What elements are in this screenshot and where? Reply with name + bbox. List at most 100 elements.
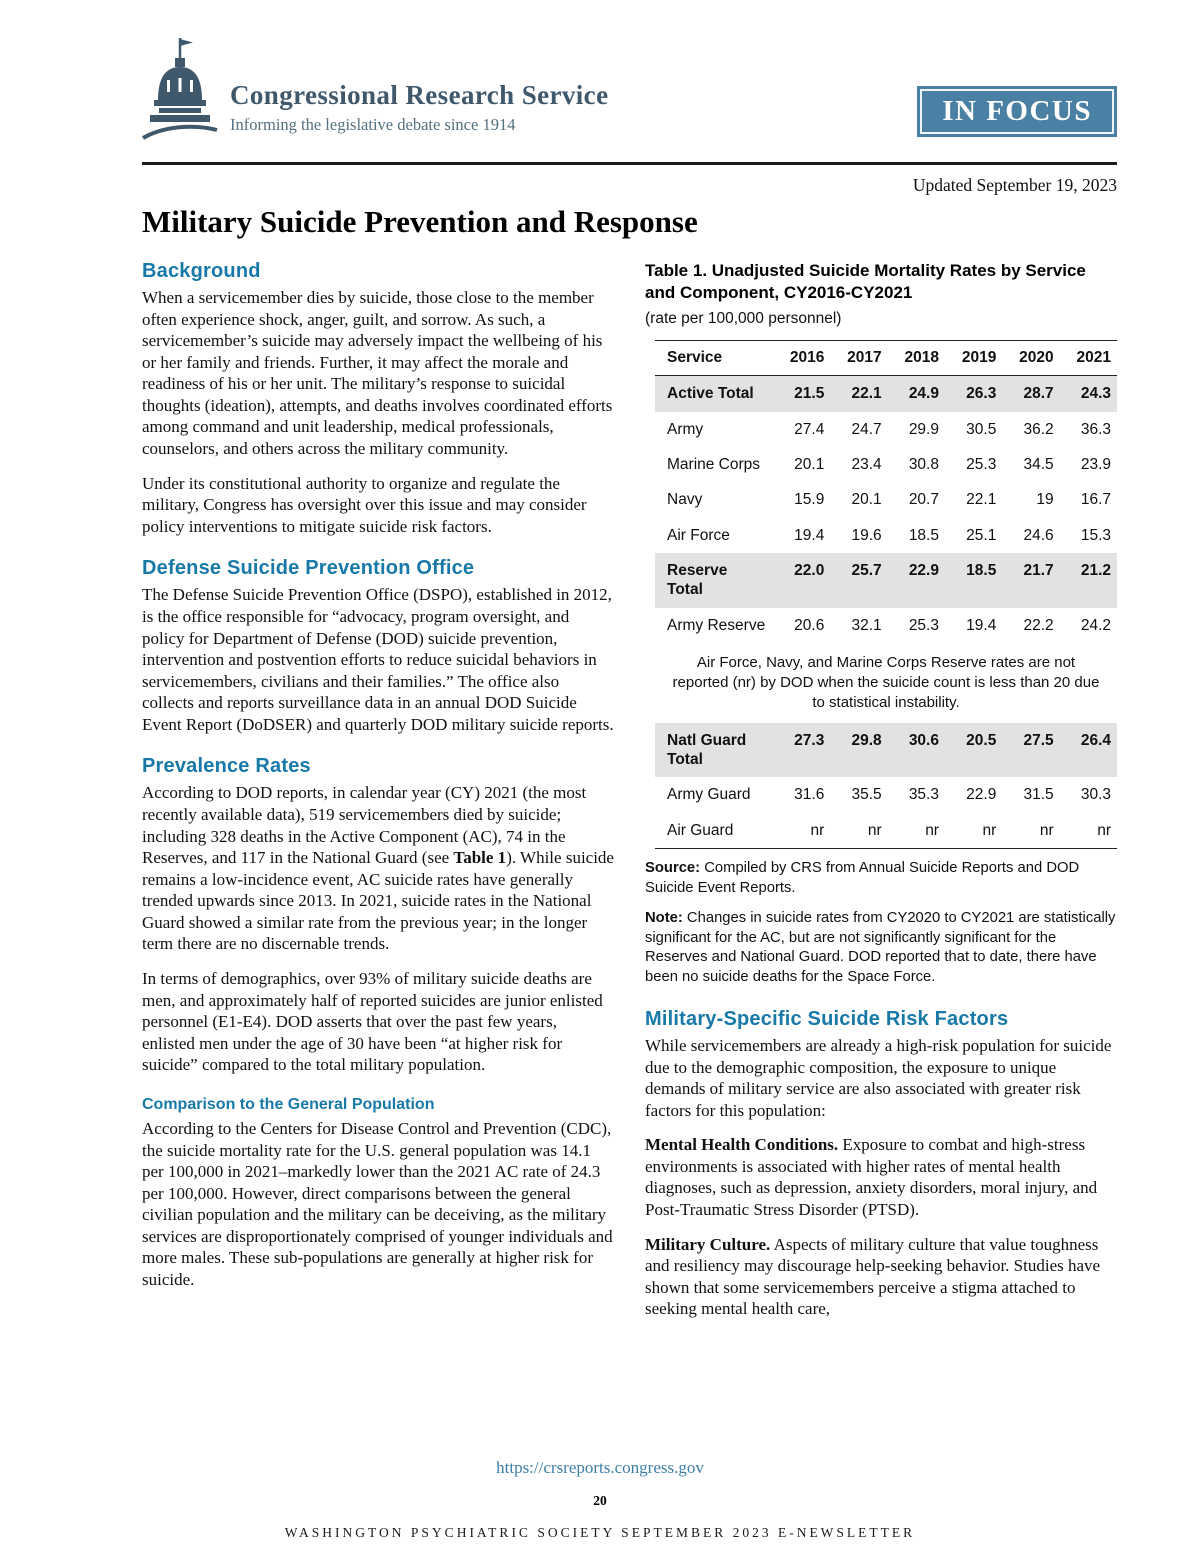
table-cell: 22.1 [851, 385, 882, 403]
table-header-cell: 2021 [1059, 340, 1117, 377]
table-inline-note: Air Force, Navy, and Marine Corps Reserv… [672, 654, 1100, 711]
table-cell: nr [830, 812, 888, 850]
table-cell: nr [1059, 812, 1117, 850]
table-cell: 24.2 [1080, 616, 1111, 634]
table-cell: 27.3 [794, 731, 825, 749]
paragraph: When a servicemember dies by suicide, th… [142, 288, 613, 459]
table-row: Active Total 21.5 22.1 24.9 26.3 28.7 24… [655, 375, 1117, 412]
table-cell: 15.3 [1080, 526, 1111, 544]
table-cell: 21.2 [1080, 562, 1111, 580]
section-heading-risk-factors: Military-Specific Suicide Risk Factors [645, 1007, 1009, 1030]
paragraph: According to the Centers for Disease Con… [142, 1118, 613, 1289]
table-cell: 23.9 [1080, 455, 1111, 473]
footer-link[interactable]: https://crsreports.congress.gov [496, 1458, 704, 1477]
updated-date: Updated September 19, 2023 [912, 175, 1117, 195]
table-cell: 19.4 [794, 526, 825, 544]
org-name: Congressional Research Service [230, 80, 609, 110]
table-row: Natl Guard Total 27.3 29.8 30.6 20.5 27.… [655, 722, 1117, 778]
page-title: Military Suicide Prevention and Response [142, 204, 698, 239]
table-row: Army Guard 31.6 35.5 35.3 22.9 31.5 30.3 [655, 777, 1117, 812]
table-cell: 30.8 [908, 455, 939, 473]
table-cell-service: Natl Guard Total [667, 731, 747, 768]
table-note: Note: Changes in suicide rates from CY20… [645, 909, 1117, 988]
paragraph: Under its constitutional authority to or… [142, 473, 587, 536]
table-cell: 16.7 [1080, 491, 1111, 509]
table-cell: 27.4 [794, 420, 825, 438]
table-cell: nr [887, 812, 945, 850]
table-title: Table 1. Unadjusted Suicide Mortality Ra… [645, 261, 1086, 303]
table-cell: 30.6 [908, 731, 939, 749]
section-heading-dspo: Defense Suicide Prevention Office [142, 557, 475, 580]
table-cell: 34.5 [1023, 455, 1054, 473]
table-cell: 27.5 [1023, 731, 1054, 749]
table-row: Army Reserve 20.6 32.1 25.3 19.4 22.2 24… [655, 608, 1117, 643]
paragraph-text: According to DOD reports, in calendar ye… [142, 783, 587, 868]
table-cell: 25.3 [966, 455, 997, 473]
table-cell: 24.9 [908, 385, 939, 403]
table-inline-note-row: Air Force, Navy, and Marine Corps Reserv… [655, 643, 1117, 722]
table-cell: 28.7 [1023, 385, 1054, 403]
table-cell: 29.9 [908, 420, 939, 438]
table-cell: 29.8 [851, 731, 882, 749]
source-label: Source: [645, 860, 701, 877]
table-cell: 25.1 [966, 526, 997, 544]
paragraph-text: Exposure to combat and high-stress envir… [645, 1135, 1098, 1219]
table-cell: 22.2 [1023, 616, 1054, 634]
table-cell: 26.4 [1080, 731, 1111, 749]
table-cell: 24.7 [851, 420, 882, 438]
in-focus-badge: IN FOCUS [917, 86, 1117, 137]
table-cell: 15.9 [794, 491, 825, 509]
table-cell: 22.1 [966, 491, 997, 509]
table-cell-service: Navy [667, 491, 703, 509]
source-text: Compiled by CRS from Annual Suicide Repo… [645, 860, 1080, 896]
table-cell: 21.7 [1023, 562, 1054, 580]
table-cell: 19 [1036, 491, 1054, 509]
table-cell: nr [1002, 812, 1060, 850]
table-cell: 24.6 [1023, 526, 1054, 544]
table-cell: 25.7 [851, 562, 882, 580]
page-number: 20 [593, 1493, 607, 1508]
table-cell: 25.3 [908, 616, 939, 634]
header-rule [142, 162, 1117, 165]
table-cell: nr [773, 812, 831, 850]
table-cell: 21.5 [794, 385, 825, 403]
risk-factor-lead-military-culture: Military Culture. [645, 1234, 771, 1254]
table-cell: 30.5 [966, 420, 997, 438]
table-cell: 24.3 [1080, 385, 1111, 403]
table-cell: 20.5 [966, 731, 997, 749]
paragraph: In terms of demographics, over 93% of mi… [142, 969, 603, 1075]
table-header-cell: 2018 [887, 340, 945, 377]
table-header-cell: 2017 [830, 340, 888, 377]
table-1-reference: Table 1 [453, 848, 507, 868]
page-footer: https://crsreports.congress.gov 20 WASHI… [0, 1458, 1200, 1541]
table-cell-service: Marine Corps [667, 455, 761, 473]
paragraph: According to DOD reports, in calendar ye… [142, 782, 614, 955]
paragraph: While servicemembers are already a high-… [645, 1035, 1112, 1120]
table-cell: 26.3 [966, 385, 997, 403]
table-header-cell: 2019 [944, 340, 1003, 377]
mortality-table: Service 2016 2017 2018 2019 2020 2021 Ac… [655, 340, 1117, 850]
table-header-cell: 2016 [773, 340, 831, 377]
table-cell: 19.4 [966, 616, 997, 634]
table-cell: 20.6 [794, 616, 825, 634]
document-header: Congressional Research Service Informing… [142, 34, 1117, 240]
table-row: Reserve Total 22.0 25.7 22.9 18.5 21.7 2… [655, 553, 1117, 608]
table-cell-service: Army [667, 420, 704, 438]
paragraph: Military Culture. Aspects of military cu… [645, 1234, 1117, 1320]
table-subtitle: (rate per 100,000 personnel) [645, 310, 842, 328]
table-header-row: Service 2016 2017 2018 2019 2020 2021 [655, 340, 1117, 377]
risk-factor-lead-mental-health: Mental Health Conditions. [645, 1135, 839, 1155]
table-cell-service: Reserve Total [667, 562, 728, 599]
section-heading-prevalence: Prevalence Rates [142, 755, 311, 778]
table-row: Army 27.4 24.7 29.9 30.5 36.2 36.3 [655, 412, 1117, 447]
table-header-cell: 2020 [1002, 340, 1060, 377]
table-cell: 36.2 [1023, 420, 1054, 438]
table-cell: 20.1 [794, 455, 825, 473]
document-page: Congressional Research Service Informing… [142, 34, 1117, 1333]
table-cell: 20.1 [851, 491, 882, 509]
paragraph-text: ). While suicide remains a low-incidence… [142, 848, 614, 954]
table-cell: 20.7 [908, 491, 939, 509]
table-cell-service: Air Force [667, 526, 730, 544]
section-heading-background: Background [142, 260, 261, 282]
left-column: Background When a servicemember dies by … [142, 260, 614, 1333]
